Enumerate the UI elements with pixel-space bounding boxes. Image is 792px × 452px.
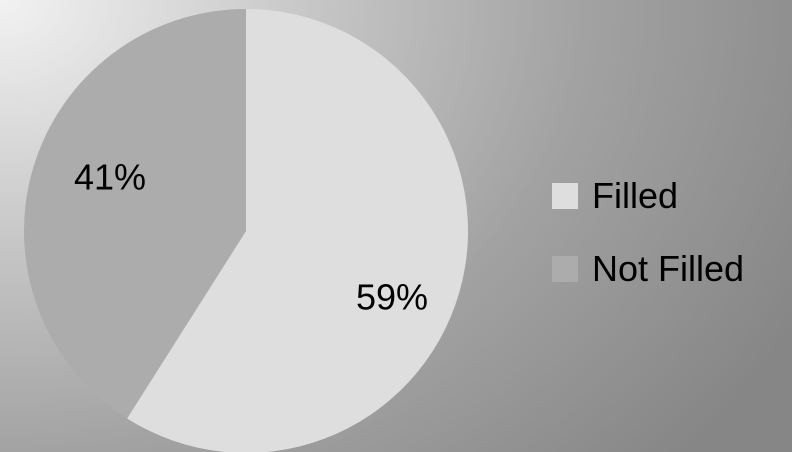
legend-label-filled: Filled <box>592 175 679 216</box>
pie-slices <box>24 9 468 452</box>
pie-data-labels: 59% 41% <box>74 157 428 318</box>
legend-item-filled: Filled <box>552 172 744 220</box>
legend-swatch-filled <box>552 183 578 209</box>
legend-label-not-filled: Not Filled <box>592 248 745 289</box>
pie-slice-filled <box>127 9 468 452</box>
data-label-not-filled: 41% <box>74 157 146 198</box>
legend-item-not-filled: Not Filled <box>552 245 744 293</box>
legend-swatch-not-filled <box>552 256 578 282</box>
chart-legend: Filled Not Filled <box>552 172 744 318</box>
data-label-filled: 59% <box>356 277 428 318</box>
pie-slice-not-filled <box>24 9 246 419</box>
